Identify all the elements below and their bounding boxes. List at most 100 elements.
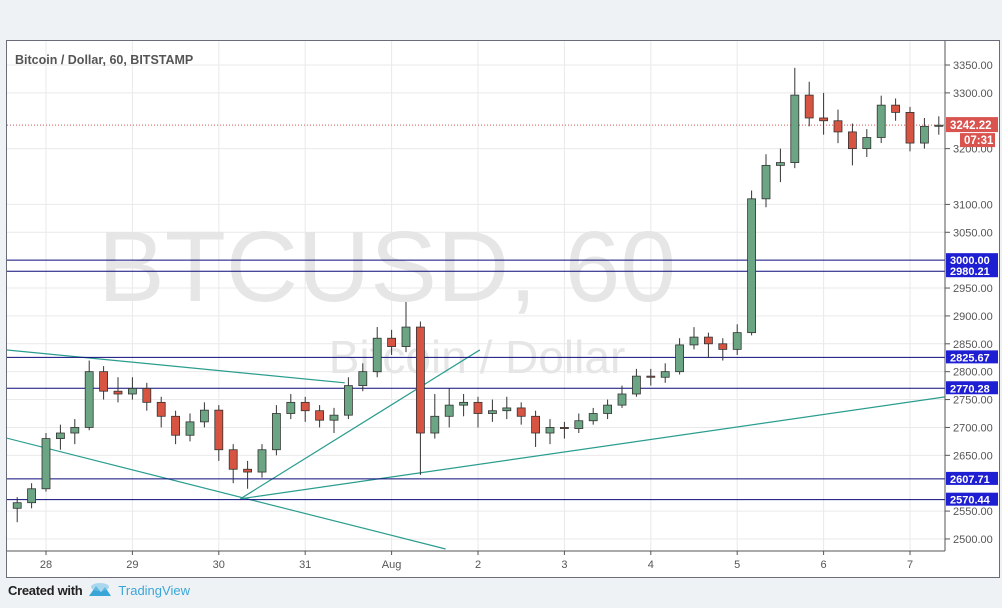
candle (632, 368, 641, 397)
candle-body (718, 343, 728, 350)
candle (113, 377, 123, 403)
candle (660, 363, 670, 383)
candle-body (84, 371, 94, 428)
time-tick-label: 31 (299, 559, 311, 571)
candle (487, 399, 497, 422)
candle (891, 98, 900, 121)
candle (560, 421, 569, 439)
last-price-label: 3242.22 (950, 120, 992, 132)
candle-body (516, 407, 526, 417)
candle-body (257, 449, 267, 473)
candle (934, 116, 944, 135)
trend-line (7, 349, 345, 384)
candle-body (747, 198, 756, 334)
candle-body (315, 410, 325, 421)
candle-body (387, 337, 397, 347)
candle (732, 324, 742, 355)
candle-body (920, 125, 929, 144)
candle-body (588, 413, 598, 422)
candle (185, 413, 195, 442)
candle (848, 123, 857, 166)
candle-body (646, 375, 656, 378)
candle (70, 419, 80, 445)
countdown-label-bg (960, 133, 995, 148)
candle (12, 497, 22, 523)
candle (199, 402, 209, 428)
candle-body (41, 438, 51, 490)
watermark-symbol: BTCUSD, 60 (98, 211, 676, 323)
price-tick-label: 2500.00 (953, 534, 993, 546)
tradingview-link[interactable]: TradingView (118, 582, 190, 598)
time-tick-label: 5 (734, 559, 740, 571)
candle (343, 377, 353, 420)
candle (876, 95, 886, 144)
candle-body (113, 390, 123, 395)
candle-body (27, 488, 37, 504)
candle (171, 410, 181, 445)
level-label: 2980.21 (950, 266, 990, 278)
candle-body (689, 336, 699, 346)
candle-body (444, 404, 454, 417)
candle-body (603, 404, 612, 414)
time-tick-label: 6 (821, 559, 827, 571)
level-label-bg (946, 264, 998, 278)
price-tick-label: 2800.00 (953, 367, 993, 379)
candle-body (300, 401, 310, 412)
time-tick-label: 29 (126, 559, 138, 571)
candle (430, 393, 440, 439)
candle-body (228, 449, 238, 470)
candle (387, 329, 397, 355)
time-tick-label: 3 (561, 559, 567, 571)
candle-body (358, 371, 368, 387)
level-label-bg (946, 471, 998, 485)
candle-body (675, 344, 684, 373)
candle (819, 92, 828, 135)
candle-body (286, 401, 296, 414)
price-tick-label: 2750.00 (953, 395, 993, 407)
time-tick-label: 2 (475, 559, 481, 571)
level-label: 2607.71 (950, 474, 990, 486)
time-tick-label: 30 (213, 559, 225, 571)
candle-body (761, 164, 771, 200)
candle (315, 405, 325, 428)
candle (704, 332, 713, 358)
candle-body (790, 94, 800, 163)
candle-body (545, 427, 555, 434)
candle-body (430, 415, 440, 434)
time-tick-label: 28 (40, 559, 52, 571)
candle (84, 360, 94, 431)
candle (271, 405, 281, 456)
price-tick-label: 2900.00 (953, 311, 993, 323)
candle (372, 327, 382, 378)
candle-body (199, 409, 209, 423)
candle-body (704, 336, 713, 345)
candle (790, 67, 800, 169)
level-label-bg (946, 492, 998, 506)
candle-body (819, 117, 828, 122)
candle-body (459, 401, 469, 406)
time-tick-label: 4 (648, 559, 654, 571)
candle-body (142, 388, 152, 403)
candle (27, 483, 37, 509)
trend-line (7, 437, 446, 550)
candle (545, 419, 555, 445)
candle-body (848, 131, 857, 150)
candle-body (732, 332, 742, 350)
candle-body (171, 415, 181, 436)
candle (920, 117, 929, 149)
price-tick-label: 2850.00 (953, 339, 993, 351)
candle-body (156, 401, 166, 417)
candle-body (574, 420, 584, 429)
candle-body (243, 468, 253, 473)
candle-body (833, 120, 843, 133)
level-label: 2770.28 (950, 383, 990, 395)
chart-frame[interactable]: BTCUSD, 60 Bitcoin / Dollar Bitcoin / Doll… (6, 40, 1000, 578)
candle-body (560, 427, 569, 429)
candle-body (415, 326, 425, 434)
candle (588, 407, 598, 425)
level-label-bg (946, 350, 998, 364)
candle (128, 377, 137, 400)
candle-body (329, 414, 339, 421)
price-tick-label: 3300.00 (953, 88, 993, 100)
